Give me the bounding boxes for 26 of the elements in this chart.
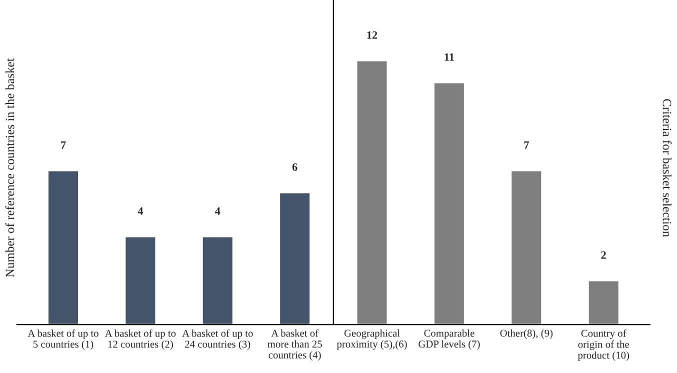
bar — [356, 60, 388, 325]
x-tick-label: A basket of up to 24 countries (3) — [182, 329, 253, 350]
bar — [124, 236, 157, 325]
bar — [278, 192, 311, 325]
y-axis-title: Number of reference countries in the basket — [5, 58, 14, 278]
data-label: 7 — [61, 141, 66, 149]
x-tick-label: A basket of up to 5 countries (1) — [28, 329, 98, 350]
data-label: 4 — [138, 207, 144, 215]
bar — [510, 170, 543, 325]
x-tick-label: Other(8), (9) — [500, 329, 553, 339]
bar — [587, 280, 620, 325]
data-label: 7 — [524, 141, 529, 149]
data-label: 12 — [367, 31, 378, 39]
y2-axis-title: Criteria for basket selection — [662, 99, 672, 237]
x-tick-label: Geographical proximity (5),(6) — [336, 329, 407, 350]
x-tick-label: Comparable GDP levels (7) — [418, 329, 480, 350]
x-tick-label: A basket of more than 25 countries (4) — [268, 329, 322, 361]
data-label: 11 — [444, 53, 454, 61]
data-label: 2 — [601, 251, 606, 259]
x-tick-label: A basket of up to 12 countries (2) — [104, 329, 176, 350]
data-label: 6 — [292, 163, 298, 171]
bar — [201, 236, 234, 325]
bar — [433, 82, 466, 325]
data-label: 4 — [215, 207, 220, 215]
bar — [47, 170, 80, 325]
x-tick-label: Country of origin of the product (10) — [578, 329, 630, 361]
